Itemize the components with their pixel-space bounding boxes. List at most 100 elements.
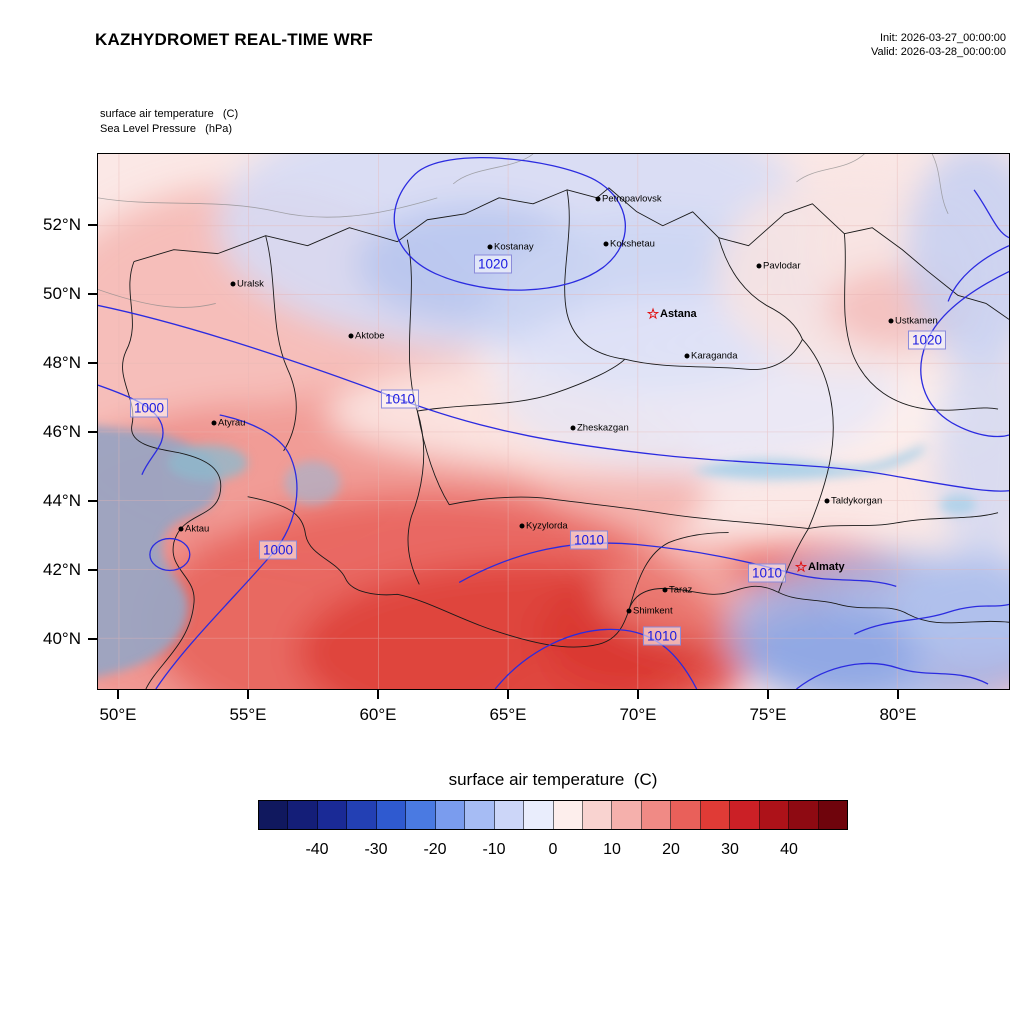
lon-tick-label: 80°E	[879, 705, 917, 724]
init-time: Init: 2026-03-27_00:00:00	[880, 32, 1006, 44]
lon-tickmark	[377, 690, 379, 699]
city-label: Almaty	[808, 561, 845, 573]
city-label: Atyrau	[218, 417, 246, 429]
city-dot-icon	[595, 196, 601, 202]
isobar-value-label: 1010	[380, 389, 420, 409]
city-label: Karaganda	[691, 350, 738, 362]
city-dot-icon	[824, 498, 830, 504]
colorbar-segment	[347, 801, 377, 829]
lat-tickmark	[88, 224, 97, 226]
city-label: Ustkamen	[895, 315, 938, 327]
capital-star-icon: ☆	[794, 558, 808, 575]
city-dot-icon	[348, 333, 354, 339]
city-label: Aktobe	[355, 330, 385, 342]
isobar-value-label: 1010	[569, 530, 609, 550]
lat-tickmark	[88, 500, 97, 502]
lat-tickmark	[88, 638, 97, 640]
lon-tickmark	[897, 690, 899, 699]
lon-tick-label: 65°E	[489, 705, 527, 724]
caspian-sea	[98, 426, 221, 677]
city-dot-icon	[230, 281, 236, 287]
city-marker-layer: Petropavlovsk Kostanay Kokshetau Pavlodar Ur…	[98, 154, 1009, 689]
colorbar-segment	[494, 801, 525, 829]
colorbar-tick-labels: -40 -30 -20 -10 0 10 20 30 40	[258, 841, 848, 863]
colorbar-tick-label: 30	[721, 841, 739, 858]
city-dot-icon	[684, 353, 690, 359]
aral-sea	[284, 460, 341, 505]
latitude-axis: 52°N 50°N 48°N 46°N 44°N 42°N 40°N	[0, 153, 97, 690]
lon-tick-label: 70°E	[619, 705, 657, 724]
field-label-temperature: surface air temperature (C)	[100, 108, 239, 120]
lat-tick-label: 50°N	[43, 284, 81, 303]
lon-tickmark	[117, 690, 119, 699]
longitude-axis: 50°E 55°E 60°E 65°E 70°E 75°E 80°E	[97, 690, 1010, 738]
colorbar-segment	[376, 801, 407, 829]
city-label: Zheskazgan	[577, 422, 629, 434]
colorbar-tick-label: -10	[482, 841, 506, 858]
field-labels: surface air temperature (C) Sea Level Pr…	[100, 107, 238, 137]
isobar-contours	[98, 157, 1009, 689]
capital-star-icon: ☆	[646, 305, 660, 322]
lat-tick-label: 48°N	[43, 353, 81, 372]
isobar-value-label: 1000	[258, 540, 298, 560]
lon-tickmark	[247, 690, 249, 699]
lon-tick-label: 50°E	[99, 705, 137, 724]
lat-tick-label: 44°N	[43, 491, 81, 510]
city-dot-icon	[756, 263, 762, 269]
city-label: Uralsk	[237, 278, 264, 290]
isobar-value-label: 1020	[907, 330, 947, 350]
lon-tick-label: 55°E	[229, 705, 267, 724]
colorbar-segment	[612, 801, 642, 829]
pressure-label-layer: 1020 1010 1000 1020 1000 1010 1010 1010	[98, 154, 1009, 689]
city-dot-icon	[570, 425, 576, 431]
run-info: Init: 2026-03-27_00:00:00 Valid: 2026-03…	[871, 31, 1006, 59]
colorbar-segment	[641, 801, 672, 829]
colorbar-segment	[700, 801, 731, 829]
colorbar-segment	[259, 801, 289, 829]
legend-title: surface air temperature (C)	[448, 770, 658, 789]
lake-balkhash	[691, 444, 926, 480]
valid-time: Valid: 2026-03-28_00:00:00	[871, 46, 1006, 58]
colorbar-segment	[406, 801, 436, 829]
colorbar-tick-label: 40	[780, 841, 798, 858]
colorbar-segment	[789, 801, 819, 829]
isobar-value-label: 1000	[129, 398, 169, 418]
lon-tickmark	[767, 690, 769, 699]
lon-tick-label: 60°E	[359, 705, 397, 724]
graticule-lines	[98, 154, 1009, 689]
colorbar-tick-label: 10	[603, 841, 621, 858]
city-label: Taldykorgan	[831, 495, 883, 507]
city-label: Kostanay	[494, 241, 534, 253]
colorbar-segment	[759, 801, 790, 829]
colorbar-segment	[435, 801, 466, 829]
colorbar-tick-label: 0	[548, 841, 558, 858]
field-label-pressure: Sea Level Pressure (hPa)	[100, 123, 233, 135]
city-dot-icon	[211, 420, 217, 426]
lat-tickmark	[88, 431, 97, 433]
city-label: Taraz	[669, 584, 693, 596]
city-dot-icon	[626, 608, 632, 614]
lon-tickmark	[637, 690, 639, 699]
colorbar-tick-label: -20	[423, 841, 447, 858]
city-label: Pavlodar	[763, 260, 801, 272]
colorbar-segment	[671, 801, 701, 829]
city-dot-icon	[662, 587, 668, 593]
city-label: Shimkent	[633, 605, 673, 617]
city-dot-icon	[487, 244, 493, 250]
colorbar-tick-label: -30	[364, 841, 388, 858]
colorbar-segment	[730, 801, 760, 829]
city-label: Petropavlovsk	[602, 193, 662, 205]
colorbar-segment	[582, 801, 613, 829]
page-title: KAZHYDROMET REAL-TIME WRF	[95, 30, 373, 49]
lon-tick-label: 75°E	[749, 705, 787, 724]
legend: surface air temperature (C) -40 -30 -20 -10…	[0, 765, 1024, 885]
city-label: Astana	[660, 308, 697, 320]
colorbar-segment	[524, 801, 554, 829]
lat-tick-label: 52°N	[43, 215, 81, 234]
isobar-value-label: 1020	[473, 254, 513, 274]
lat-tick-label: 46°N	[43, 422, 81, 441]
city-label: Kyzylorda	[526, 520, 568, 532]
lat-tickmark	[88, 362, 97, 364]
colorbar-tick-label: -40	[305, 841, 329, 858]
